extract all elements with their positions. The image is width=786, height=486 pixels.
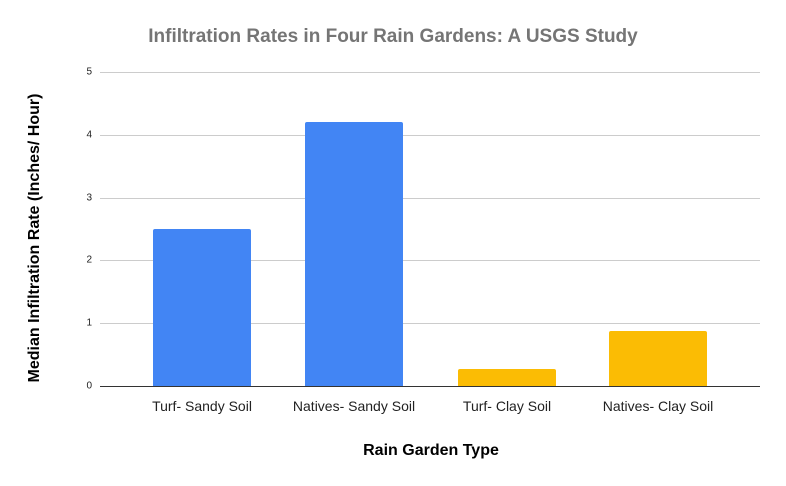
y-tick: 4 [86, 129, 92, 141]
bar [305, 122, 403, 386]
gridline [100, 134, 760, 136]
bar [153, 229, 251, 386]
x-tick: Turf- Clay Soil [462, 398, 552, 414]
plot-area: 5 4 3 2 1 0 Turf- Sandy Soil Natives- Sa… [86, 67, 760, 414]
bar [609, 330, 707, 386]
y-tick: 5 [86, 66, 92, 78]
gridline [100, 260, 760, 262]
y-tick: 0 [86, 380, 92, 392]
x-axis-label: Rain Garden Type [363, 442, 499, 459]
y-tick: 3 [86, 192, 92, 204]
x-axis-baseline [100, 386, 760, 387]
gridline [100, 72, 760, 73]
chart-title: Infiltration Rates in Four Rain Gardens:… [148, 26, 638, 47]
x-tick: Turf- Sandy Soil [152, 398, 252, 414]
y-tick: 2 [86, 254, 92, 266]
gridline [100, 197, 760, 199]
x-tick: Natives- Sandy Soil [292, 398, 416, 414]
y-tick: 1 [86, 317, 92, 329]
gridline [100, 323, 760, 325]
bar [458, 369, 556, 386]
x-tick: Natives- Clay Soil [602, 398, 714, 414]
y-axis-label: Median Infiltration Rate (Inches/ Hour) [26, 93, 43, 383]
